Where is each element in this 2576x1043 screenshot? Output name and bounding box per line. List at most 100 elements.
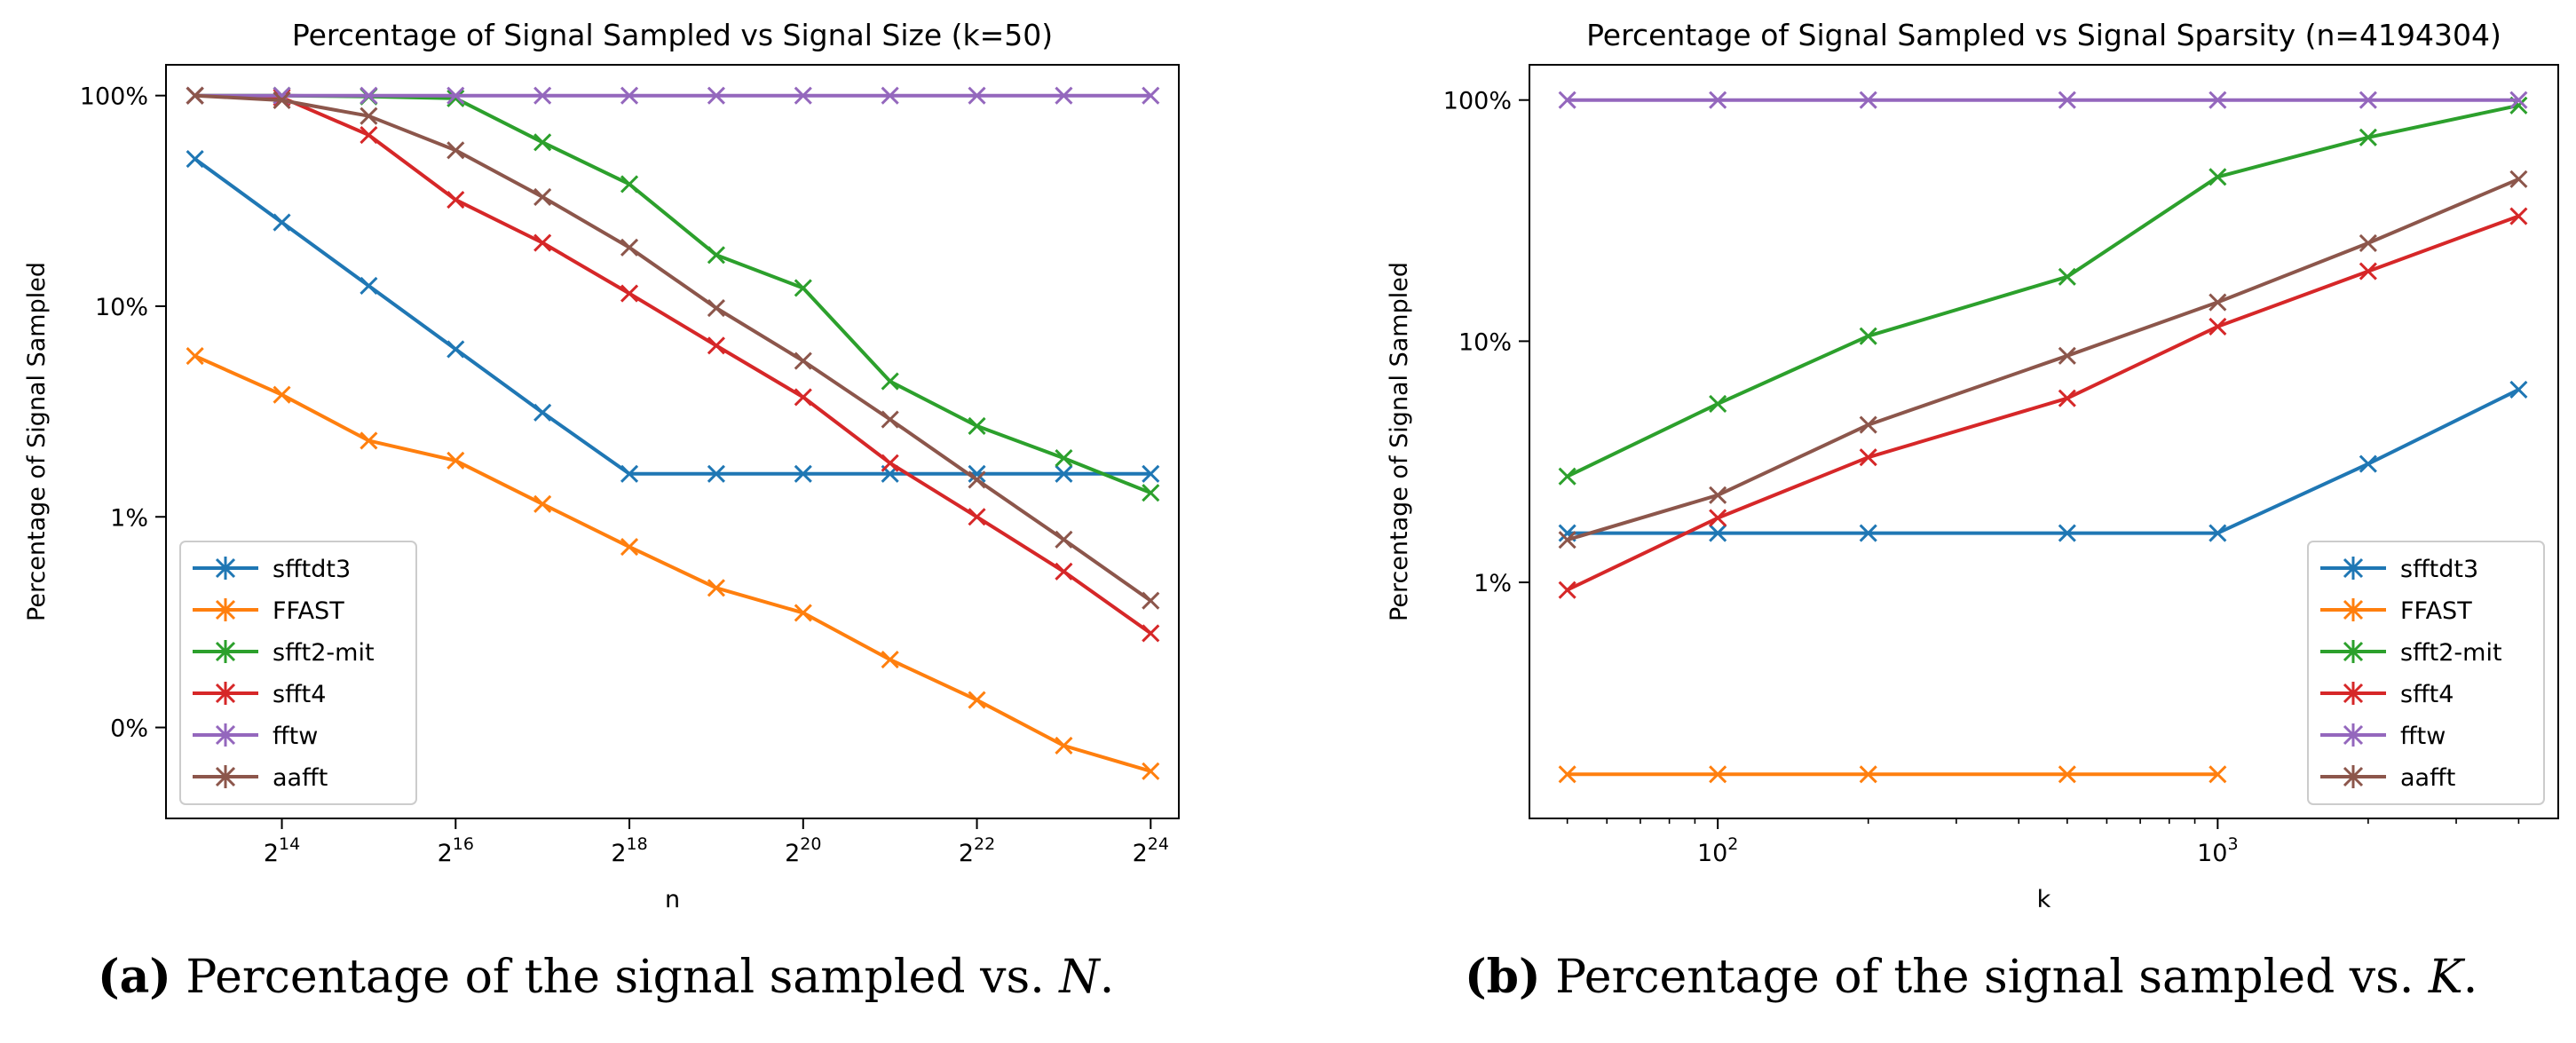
x-tick-base: 2 [785, 840, 800, 867]
series-sfft2-mit [186, 86, 1160, 502]
series-line [194, 157, 1151, 476]
data-point [2509, 380, 2528, 399]
data-point [1709, 765, 1727, 784]
data-point [446, 340, 465, 359]
data-point [968, 508, 986, 526]
legend-label: sfft4 [273, 681, 326, 708]
series-aafft [186, 86, 1160, 610]
legend: sfftdt3 FFAST sfft2-mit sfft4 fftw aafft [179, 541, 417, 805]
data-point [360, 276, 378, 296]
data-point [881, 454, 899, 472]
x-tick-base: 2 [438, 840, 453, 867]
x-tick-exponent: 16 [453, 834, 474, 854]
data-point [1142, 86, 1160, 105]
legend-label: sfft2-mit [2400, 639, 2502, 667]
legend-label: sfftdt3 [273, 556, 351, 583]
data-point [707, 336, 725, 355]
series-line [194, 354, 1151, 773]
legend-marker [215, 557, 236, 580]
plot-area [186, 86, 1160, 780]
x-tick-label: 216 [438, 834, 474, 867]
legend-marker [2343, 682, 2364, 705]
data-point [1142, 464, 1160, 483]
data-point [1142, 624, 1160, 643]
data-point [794, 279, 812, 297]
legend-label: aafft [2400, 764, 2455, 792]
data-point [794, 86, 812, 105]
data-point [186, 347, 204, 366]
data-point [1055, 562, 1073, 581]
data-point [1558, 765, 1576, 784]
data-point [2209, 91, 2227, 109]
data-point [360, 107, 378, 125]
x-tick-base: 2 [264, 840, 279, 867]
x-axis-label: k [2037, 886, 2051, 913]
chart-a: Percentage of Signal Sampled vs Signal S… [23, 18, 1180, 913]
legend-marker [2343, 598, 2364, 621]
data-point [794, 388, 812, 407]
x-tick-label: 102 [1697, 834, 1738, 867]
data-point [707, 86, 725, 105]
x-tick-exponent: 18 [627, 834, 648, 854]
legend-label: FFAST [2400, 597, 2472, 625]
data-point [707, 464, 725, 483]
data-point [2359, 454, 2377, 473]
data-point [446, 86, 465, 105]
data-point [2209, 317, 2227, 336]
x-tick-exponent: 14 [279, 834, 300, 854]
data-point [186, 86, 204, 105]
x-tick-exponent: 2 [1727, 834, 1738, 854]
legend: sfftdt3 FFAST sfft2-mit sfft4 fftw aafft [2307, 541, 2545, 805]
data-point [881, 86, 899, 105]
data-point [533, 494, 552, 513]
data-point [1709, 91, 1727, 109]
legend-marker [215, 765, 236, 788]
data-point [707, 298, 725, 318]
y-tick-label: 1% [1474, 570, 1512, 597]
series-aafft [1558, 170, 2528, 549]
data-point [2209, 168, 2227, 186]
data-point [881, 372, 899, 391]
series-line [194, 93, 1152, 495]
y-axis-label: Percentage of Signal Sampled [23, 262, 51, 621]
data-point [794, 352, 812, 370]
data-point [2509, 207, 2528, 225]
data-point [1859, 448, 1877, 467]
data-point [2359, 262, 2377, 281]
data-point [186, 150, 204, 169]
legend-label: FFAST [273, 597, 344, 625]
data-point [2209, 524, 2227, 542]
data-point [360, 126, 378, 145]
data-point [1859, 91, 1877, 109]
legend-label: aafft [273, 764, 328, 792]
data-point [968, 691, 986, 709]
data-point [968, 464, 986, 483]
legend-label: sfftdt3 [2400, 556, 2478, 583]
legend-marker [215, 598, 236, 621]
y-tick-label: 1% [110, 504, 148, 532]
series-line [1567, 177, 2520, 542]
data-point [620, 464, 639, 483]
chart-title: Percentage of Signal Sampled vs Signal S… [1586, 18, 2501, 52]
legend-marker [2343, 723, 2364, 747]
data-point [1709, 509, 1727, 527]
legend-item: FFAST [193, 597, 344, 625]
series-line [1566, 103, 2519, 478]
data-point [360, 86, 378, 105]
data-point [1709, 486, 1727, 504]
data-point [1142, 591, 1160, 610]
data-point [2509, 170, 2528, 188]
data-point [360, 431, 378, 450]
data-point [1142, 484, 1160, 502]
data-point [620, 86, 639, 105]
data-point [968, 86, 986, 105]
series-fftw [1558, 91, 2528, 109]
data-point [968, 470, 986, 489]
legend-marker [215, 640, 236, 663]
data-point [273, 91, 291, 110]
data-point [533, 233, 552, 252]
series-sfftdt3 [1558, 380, 2528, 542]
legend-item: sfft2-mit [2320, 639, 2502, 667]
data-point [533, 187, 552, 206]
x-tick-exponent: 20 [800, 834, 821, 854]
